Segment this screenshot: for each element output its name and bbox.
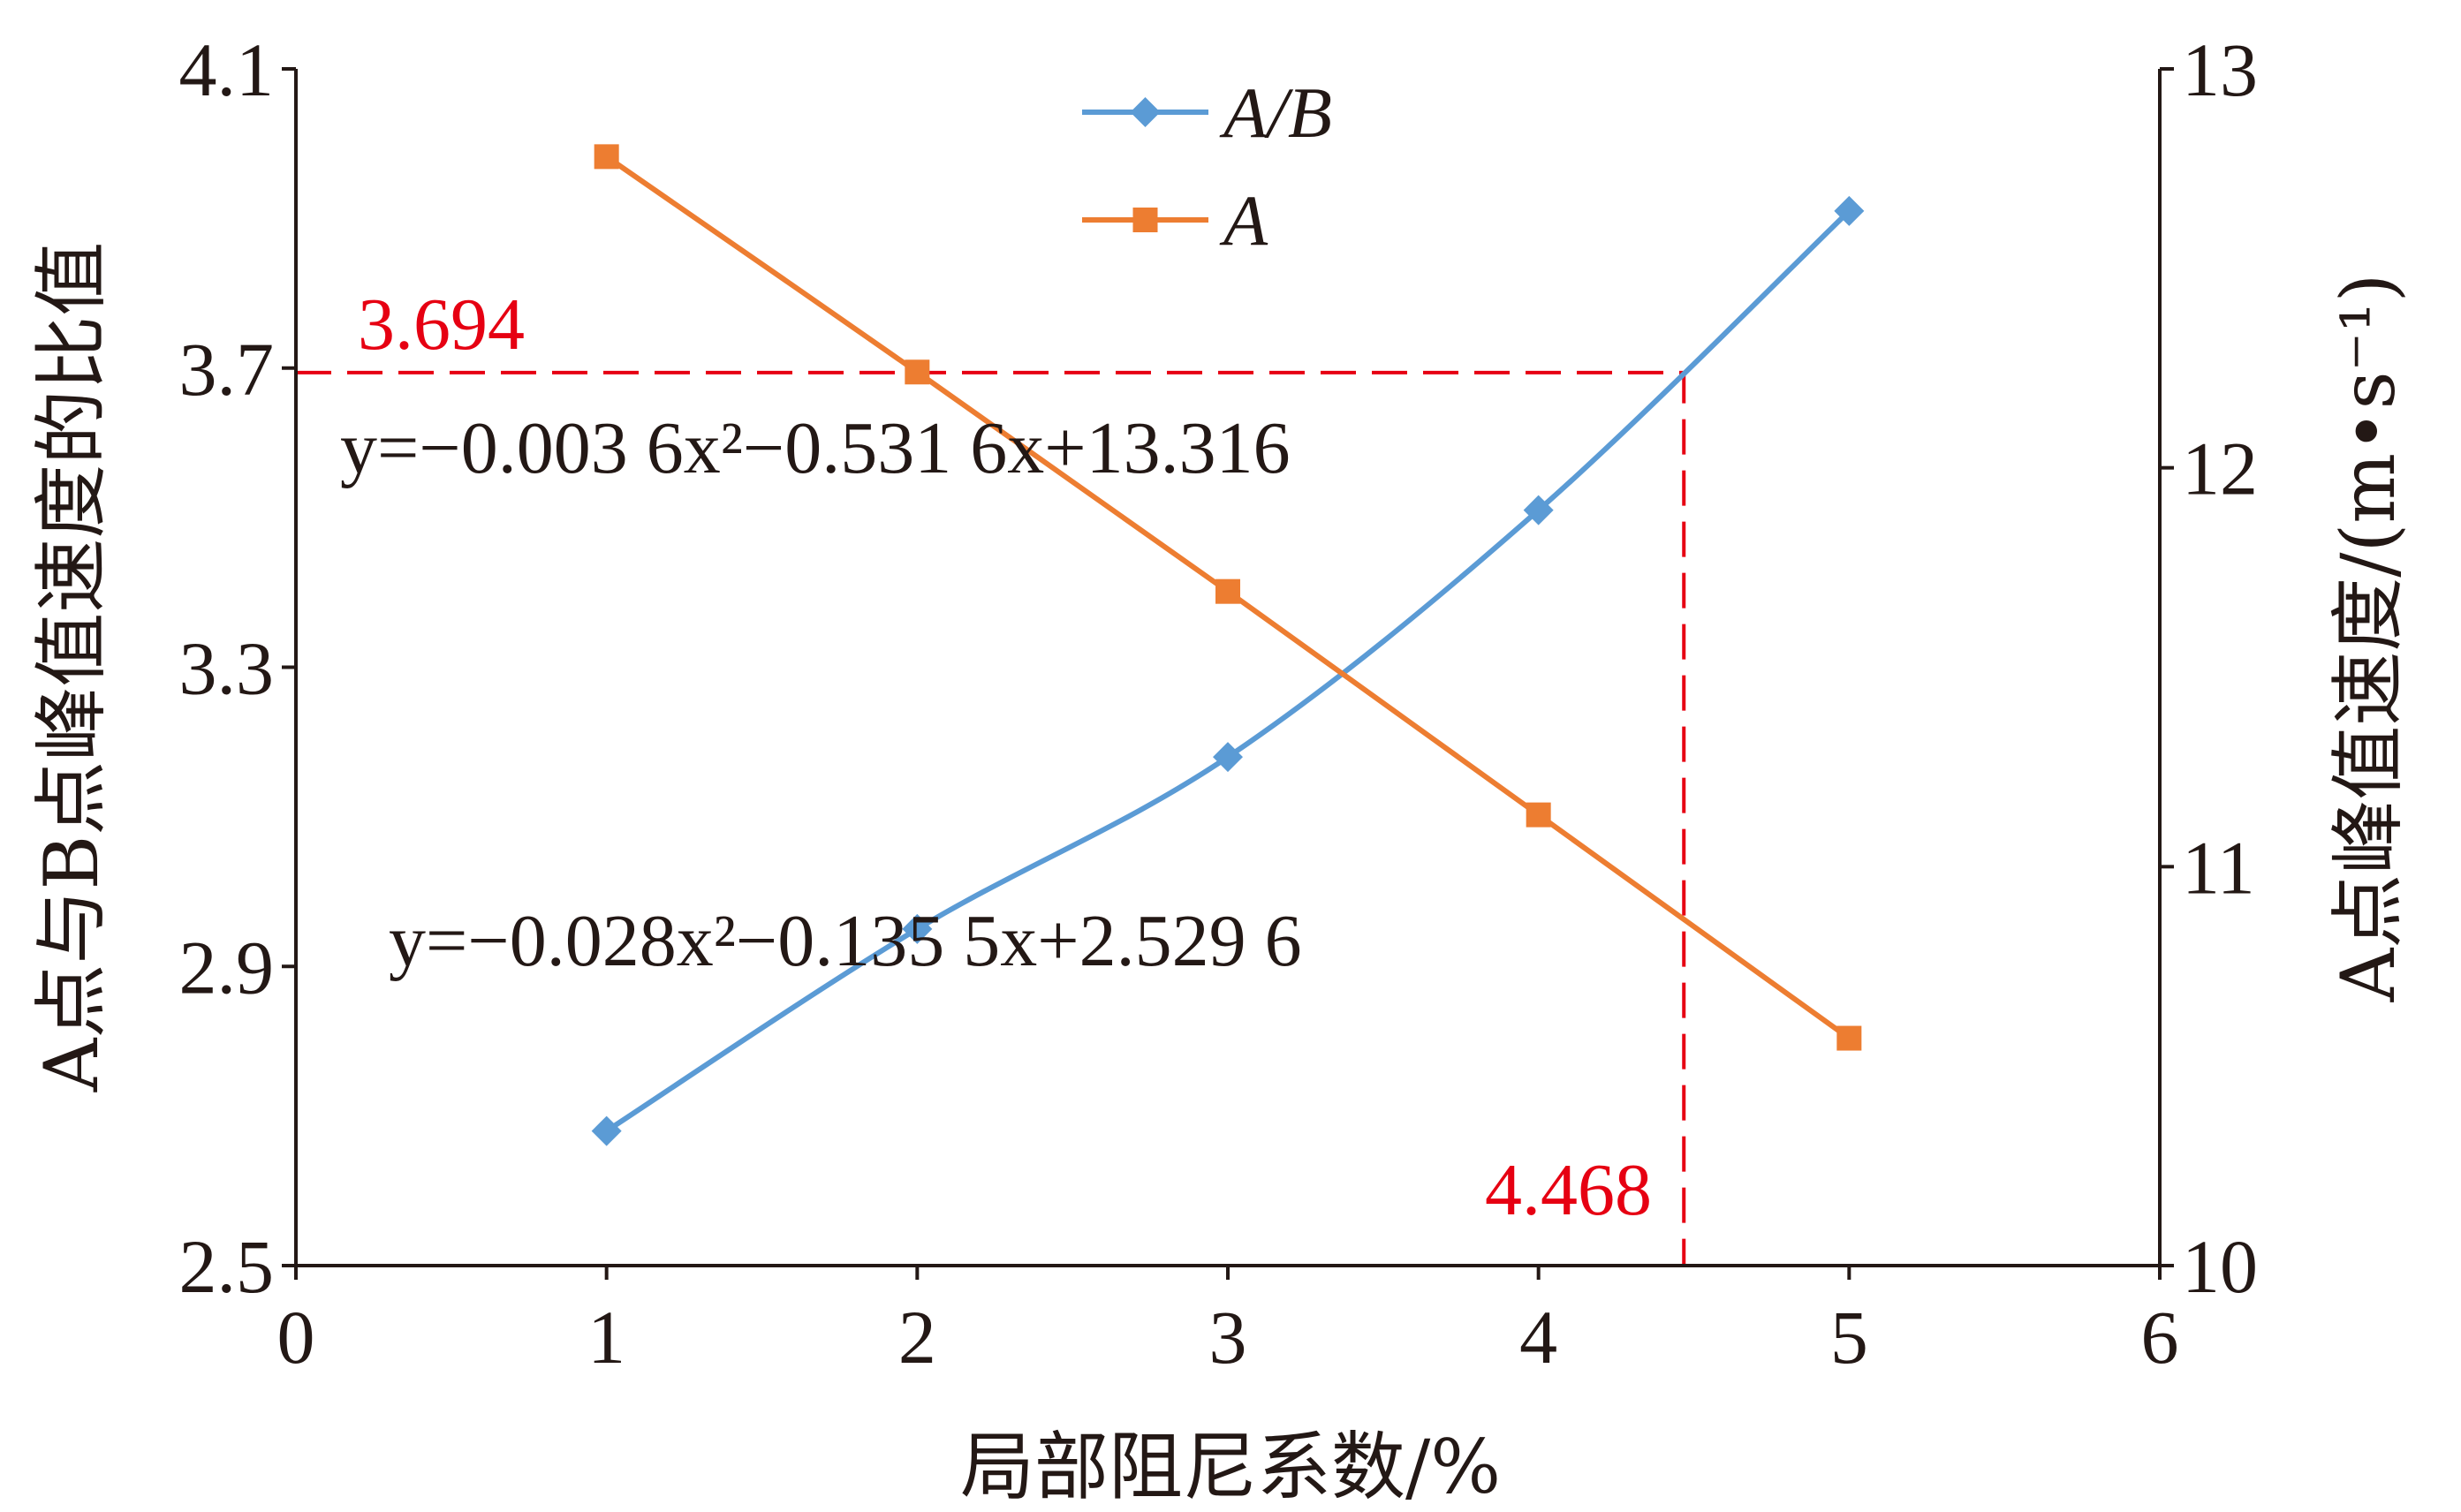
data-point-ratio	[1213, 742, 1243, 773]
data-point-velocity	[594, 144, 619, 170]
legend-marker-velocity	[1132, 208, 1158, 232]
legend-label-ratio: A/B	[1219, 72, 1332, 153]
equation-a-fit: y=−0.003 6x²−0.531 6x+13.316	[340, 407, 1291, 489]
left-y-tick-label: 2.9	[179, 925, 275, 1009]
left-y-tick-label: 2.5	[179, 1224, 275, 1309]
right-y-tick-label: 12	[2182, 427, 2258, 511]
reference-y-value-label: 3.694	[358, 284, 525, 366]
data-point-ratio	[1523, 495, 1554, 525]
right-y-tick-label: 11	[2182, 825, 2255, 910]
data-series	[591, 144, 1865, 1146]
x-tick-label: 0	[277, 1295, 315, 1380]
left-y-tick-label: 3.3	[179, 626, 275, 711]
x-axis-title: 局部阻尼系数/%	[960, 1424, 1501, 1510]
legend-marker-ratio	[1130, 97, 1161, 127]
data-point-ratio	[591, 1115, 622, 1146]
right-y-tick-label: 10	[2182, 1224, 2258, 1309]
data-point-ratio	[902, 913, 933, 944]
series-line-ratio	[605, 208, 1851, 1134]
data-point-velocity	[1215, 578, 1240, 604]
x-tick-label: 5	[1830, 1295, 1868, 1380]
data-point-velocity	[1526, 802, 1551, 828]
data-point-velocity	[1836, 1025, 1862, 1051]
legend: A/B A	[1082, 72, 1332, 261]
data-point-ratio	[1834, 195, 1865, 226]
reference-x-value-label: 4.468	[1485, 1149, 1652, 1231]
reference-lines	[296, 370, 1686, 1266]
x-tick-label: 1	[587, 1295, 625, 1380]
left-y-tick-label: 4.1	[179, 27, 275, 112]
x-tick-label: 6	[2141, 1295, 2179, 1380]
data-point-velocity	[905, 359, 930, 385]
equation-ab-fit: y=−0.028x²−0.135 5x+2.529 6	[389, 900, 1302, 982]
left-y-tick-label: 3.7	[179, 327, 275, 412]
left-y-axis-title: A点与B点峰值速度的比值	[28, 242, 115, 1092]
reference-dashed-line	[296, 370, 1686, 1266]
right-y-tick-label: 13	[2182, 27, 2258, 112]
legend-label-velocity: A	[1219, 180, 1268, 261]
x-tick-label: 2	[898, 1295, 936, 1380]
x-tick-label: 4	[1519, 1295, 1557, 1380]
x-tick-label: 3	[1209, 1295, 1247, 1380]
right-y-axis-title: A点峰值速度/(m•s⁻¹)	[2325, 274, 2412, 1003]
